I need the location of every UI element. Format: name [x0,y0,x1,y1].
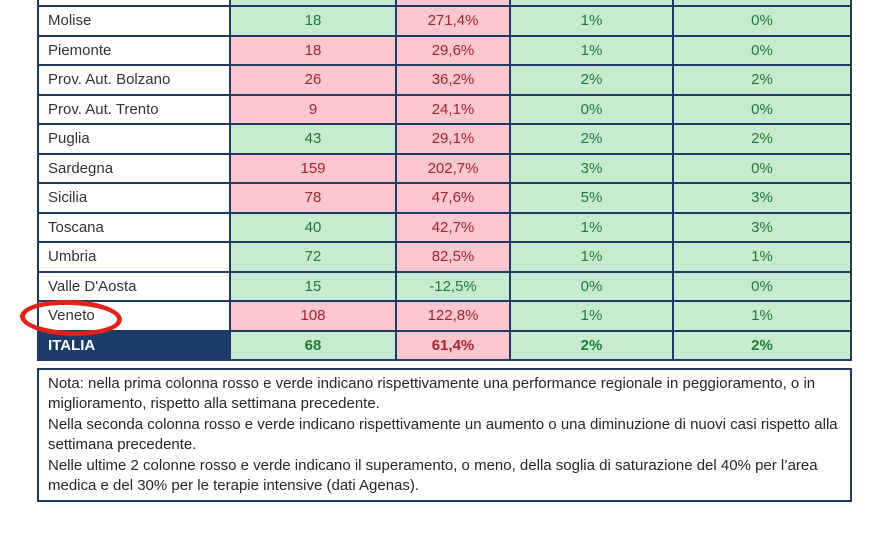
region-name: Toscana [39,213,229,241]
region-name: Veneto [39,302,229,330]
value-cell: 0% [672,95,850,123]
region-name: Prov. Aut. Bolzano [39,66,229,94]
table-row: Prov. Aut. Bolzano 26 36,2% 2% 2% [39,64,850,94]
value-cell: 68 [229,331,395,359]
value-cell: 3% [672,213,850,241]
value-cell: 40 [229,213,395,241]
value-cell: 1% [509,36,672,64]
value-cell: 72 [229,243,395,271]
value-cell: 82,5% [395,243,509,271]
value-cell: -12,5% [395,272,509,300]
value-cell: 18 [229,36,395,64]
table-row-partial-top [39,0,850,5]
value-cell: 1% [509,213,672,241]
value-cell: 47,6% [395,184,509,212]
value-cell: 1% [509,243,672,271]
table-row: Puglia 43 29,1% 2% 2% [39,123,850,153]
note-box: Nota: nella prima colonna rosso e verde … [37,368,852,502]
value-cell: 1% [672,243,850,271]
region-name: Prov. Aut. Trento [39,95,229,123]
value-cell: 0% [672,36,850,64]
table-row: Toscana 40 42,7% 1% 3% [39,211,850,241]
region-name: ITALIA [39,331,229,359]
table-row-veneto: Veneto 108 122,8% 1% 1% [39,300,850,330]
table-row: Prov. Aut. Trento 9 24,1% 0% 0% [39,93,850,123]
partial-cell [509,0,672,5]
value-cell: 36,2% [395,66,509,94]
value-cell: 0% [672,154,850,182]
value-cell: 5% [509,184,672,212]
value-cell: 78 [229,184,395,212]
value-cell: 1% [672,302,850,330]
value-cell: 2% [509,331,672,359]
value-cell: 0% [509,272,672,300]
value-cell: 202,7% [395,154,509,182]
value-cell: 3% [672,184,850,212]
table-row: Sicilia 78 47,6% 5% 3% [39,182,850,212]
value-cell: 3% [509,154,672,182]
value-cell: 0% [509,95,672,123]
value-cell: 42,7% [395,213,509,241]
region-name: Molise [39,7,229,35]
value-cell: 2% [672,66,850,94]
regional-monitoring-table: Molise 18 271,4% 1% 0% Piemonte 18 29,6%… [37,0,852,361]
value-cell: 43 [229,125,395,153]
region-name: Valle D'Aosta [39,272,229,300]
table-row: Piemonte 18 29,6% 1% 0% [39,34,850,64]
value-cell: 159 [229,154,395,182]
region-name: Piemonte [39,36,229,64]
value-cell: 1% [509,7,672,35]
table-row: Umbria 72 82,5% 1% 1% [39,241,850,271]
partial-cell [229,0,395,5]
value-cell: 0% [672,272,850,300]
partial-cell [672,0,850,5]
value-cell: 108 [229,302,395,330]
value-cell: 271,4% [395,7,509,35]
value-cell: 29,6% [395,36,509,64]
value-cell: 29,1% [395,125,509,153]
value-cell: 2% [672,331,850,359]
value-cell: 24,1% [395,95,509,123]
note-paragraph: Nella seconda colonna rosso e verde indi… [48,415,838,454]
note-paragraph: Nota: nella prima colonna rosso e verde … [48,375,816,413]
table-row: Molise 18 271,4% 1% 0% [39,5,850,35]
value-cell: 26 [229,66,395,94]
value-cell: 2% [509,125,672,153]
value-cell: 1% [509,302,672,330]
value-cell: 0% [672,7,850,35]
value-cell: 9 [229,95,395,123]
table-row: Valle D'Aosta 15 -12,5% 0% 0% [39,270,850,300]
region-name: Sicilia [39,184,229,212]
value-cell: 61,4% [395,331,509,359]
note-paragraph: Nelle ultime 2 colonne rosso e verde ind… [48,456,818,495]
value-cell: 18 [229,7,395,35]
value-cell: 2% [672,125,850,153]
value-cell: 15 [229,272,395,300]
value-cell: 2% [509,66,672,94]
table-row-italia-total: ITALIA 68 61,4% 2% 2% [39,329,850,359]
region-name: Umbria [39,243,229,271]
table-row: Sardegna 159 202,7% 3% 0% [39,152,850,182]
region-name: Sardegna [39,154,229,182]
value-cell: 122,8% [395,302,509,330]
partial-cell [395,0,509,5]
partial-cell [39,0,229,5]
region-name: Puglia [39,125,229,153]
